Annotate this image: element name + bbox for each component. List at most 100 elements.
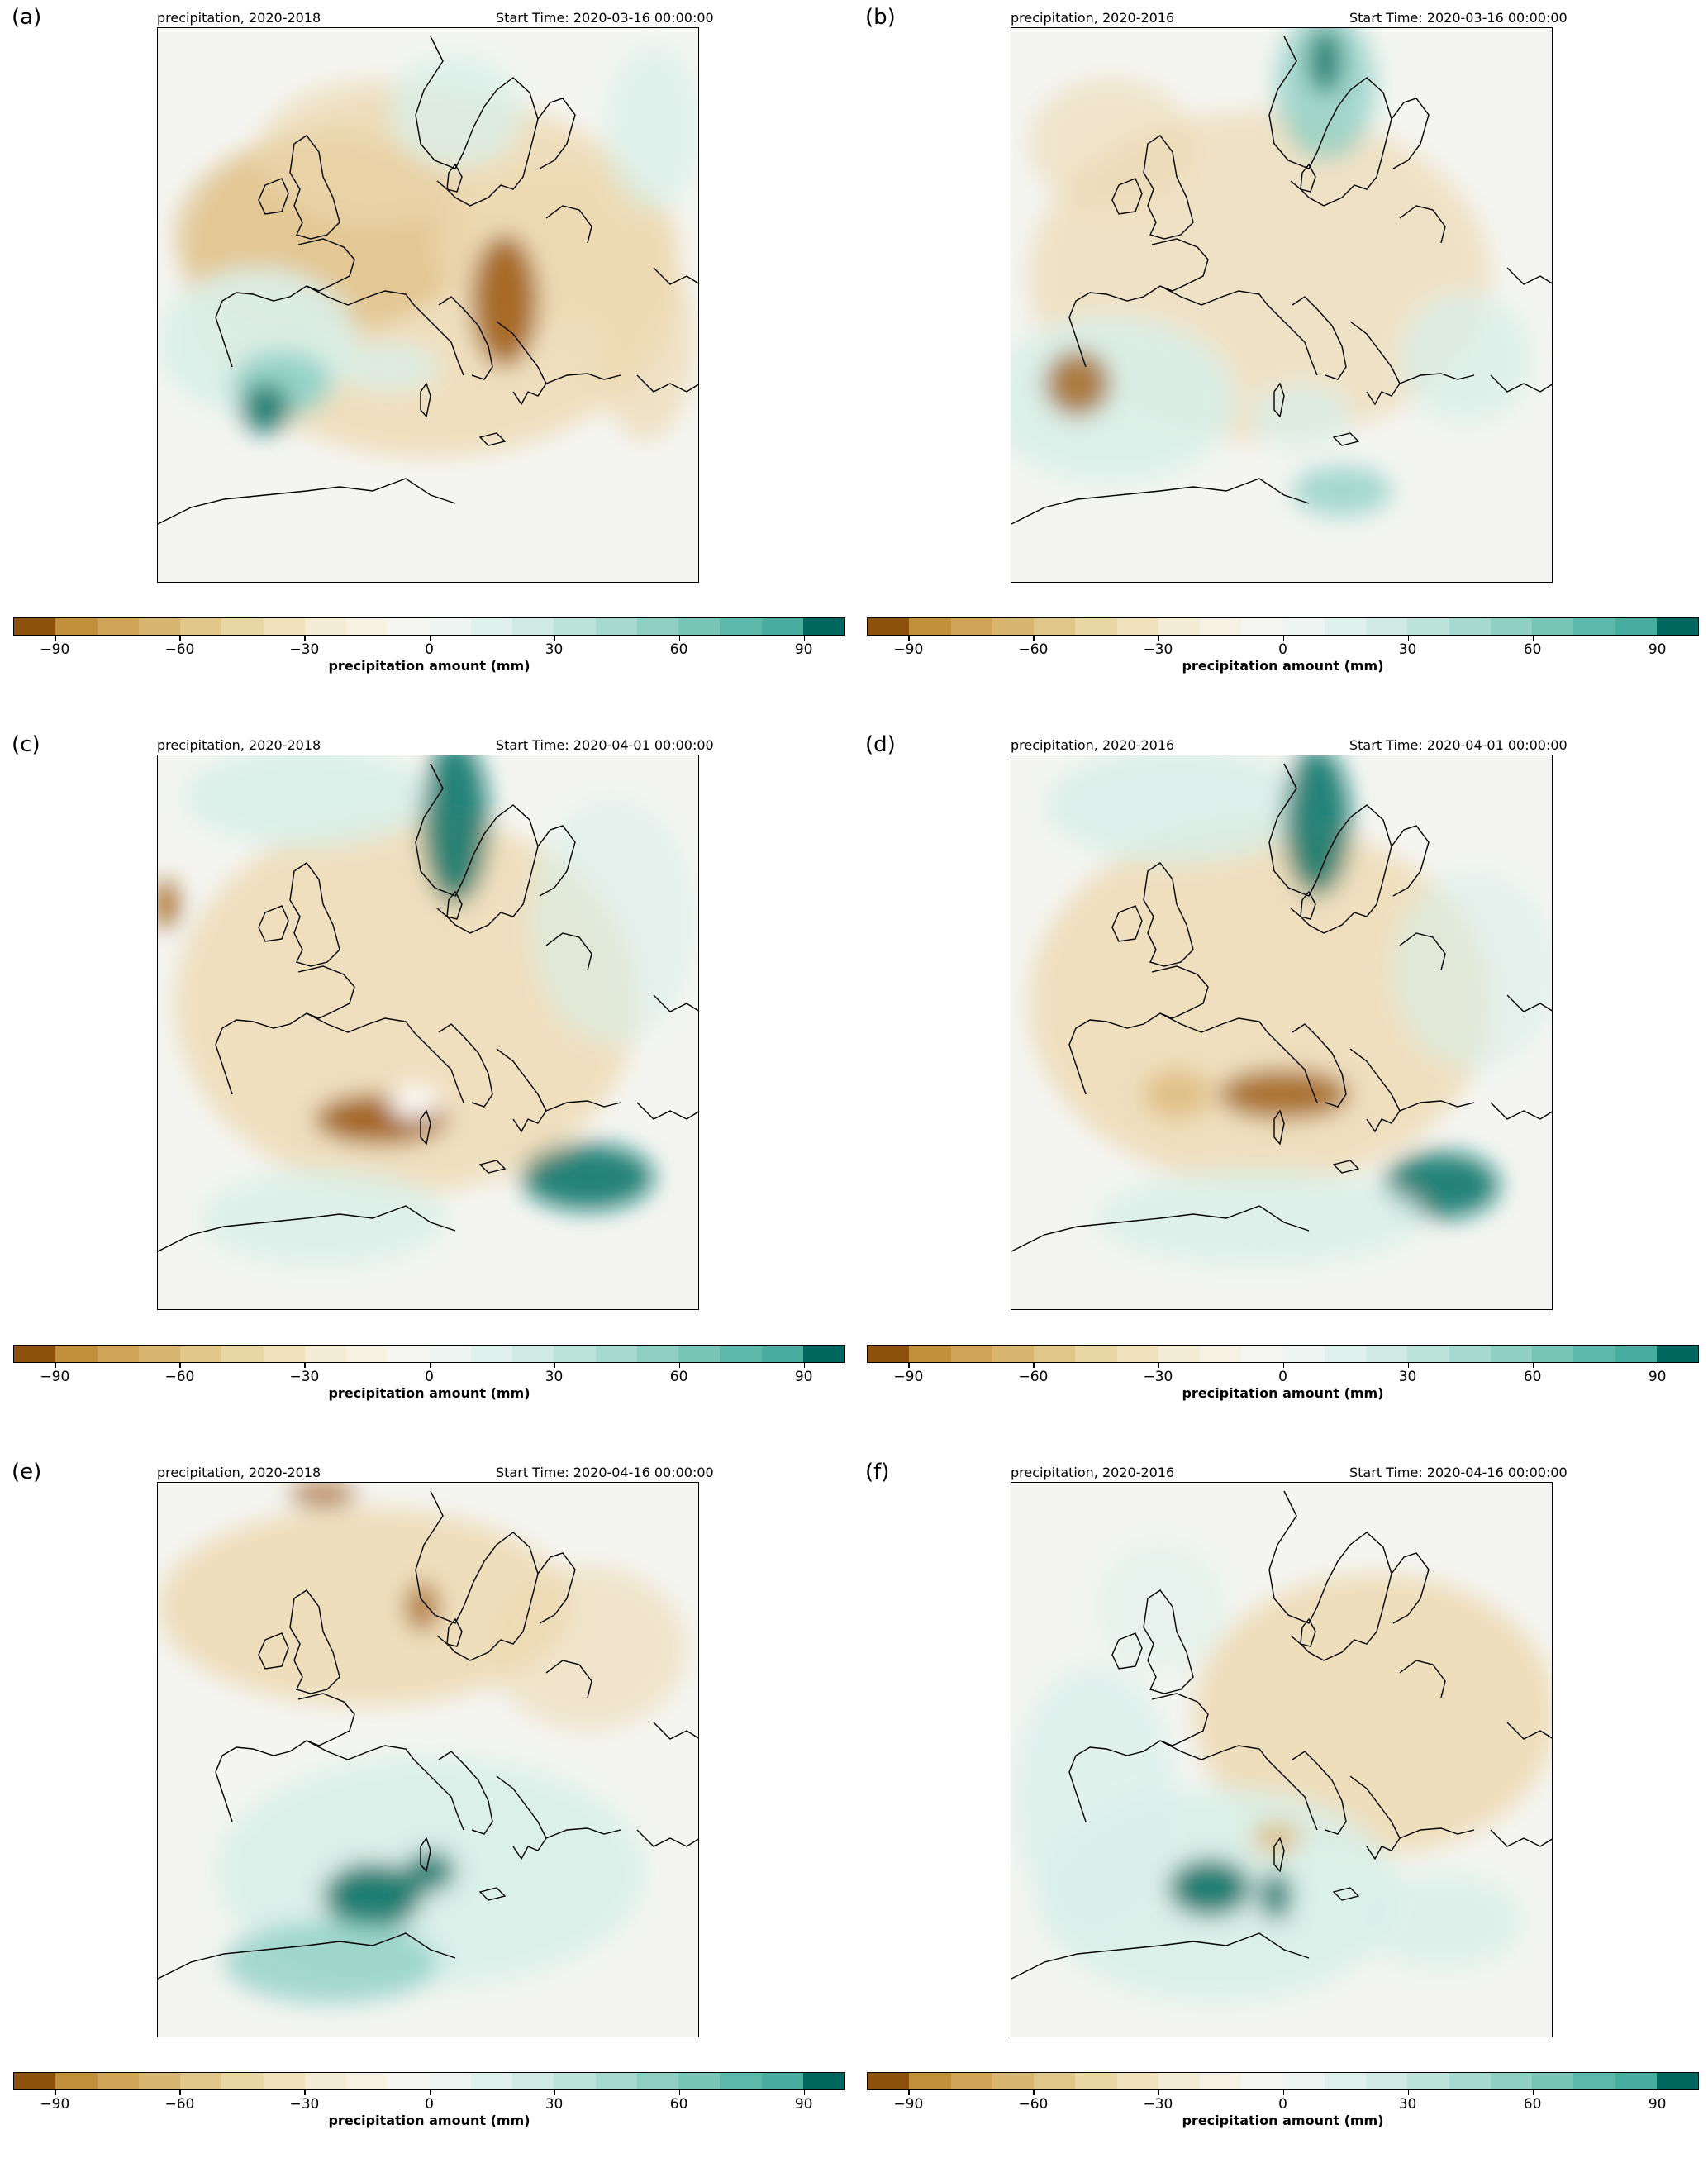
colorbar-tick-mark — [1033, 2090, 1035, 2095]
colorbar-segment — [388, 618, 430, 635]
anomaly-region — [1309, 28, 1342, 94]
colorbar-tick-label: 30 — [545, 1369, 564, 1385]
colorbar-tick-label: −60 — [1018, 2096, 1049, 2113]
colorbar-segment — [1615, 618, 1657, 635]
colorbar-ticks: −90 −60 −30 0 30 60 90 — [867, 1363, 1699, 1393]
map-variable-title: precipitation, 2020-2018 — [157, 1465, 321, 1480]
colorbar-segment — [761, 2073, 803, 2089]
coastline — [1506, 267, 1552, 285]
colorbar-tick-mark — [1282, 636, 1284, 641]
coastline — [1300, 163, 1316, 193]
colorbar-tick-mark — [678, 2090, 680, 2095]
coastline — [420, 1109, 431, 1146]
colorbar-tick-mark — [429, 2090, 431, 2095]
colorbar-tick-label: 0 — [425, 2096, 434, 2113]
colorbar-segment — [1532, 1346, 1574, 1362]
coastlines — [1011, 36, 1552, 525]
coastline — [297, 238, 355, 292]
colorbar-segment — [1075, 2073, 1117, 2089]
anomaly-regions — [1011, 1541, 1552, 2003]
coastline — [1399, 932, 1446, 971]
anomaly-regions — [1011, 28, 1532, 516]
colorbar-tick-label: 60 — [1523, 1369, 1542, 1385]
anomaly-region — [1284, 755, 1350, 896]
colorbar-segment — [55, 1346, 98, 1362]
anomaly-region — [406, 1582, 439, 1632]
coastline — [438, 296, 493, 380]
colorbar-tick-mark — [1532, 1363, 1534, 1368]
colorbar-tick-mark — [803, 1363, 805, 1368]
coastline — [1273, 1109, 1285, 1146]
coastline — [537, 1552, 576, 1624]
colorbar-tick-mark — [179, 1363, 181, 1368]
map-panel: (b) precipitation, 2020-2016 Start Time: 2… — [854, 0, 1707, 727]
colorbar-segment — [470, 2073, 512, 2089]
coastline — [1151, 238, 1209, 292]
colorbar-tick-mark — [908, 2090, 910, 2095]
colorbar-segment — [1532, 2073, 1574, 2089]
coastline — [289, 862, 340, 967]
colorbar-segment — [554, 1346, 596, 1362]
colorbar-tick-mark — [304, 1363, 306, 1368]
anomaly-field — [158, 1483, 698, 2003]
colorbar-tick-label: 0 — [1278, 2096, 1287, 2113]
anomaly-region — [1358, 1871, 1524, 1970]
colorbar — [13, 617, 845, 636]
coastline — [1273, 1837, 1285, 1873]
coastline — [297, 1693, 355, 1746]
coastline — [1490, 1102, 1552, 1120]
colorbar-segment — [470, 618, 512, 635]
anomaly-region — [1168, 1859, 1251, 1917]
coastline — [545, 1100, 621, 1112]
coastline — [1332, 1160, 1360, 1174]
coastline — [1268, 36, 1392, 207]
panel-letter: (e) — [12, 1460, 42, 1484]
colorbar-segment — [1034, 2073, 1076, 2089]
coastline — [1111, 905, 1143, 942]
coastline — [545, 1827, 621, 1839]
colorbar-ticks: −90 −60 −30 0 30 60 90 — [13, 1363, 845, 1393]
anomaly-regions — [158, 45, 698, 458]
colorbar-segment — [1116, 618, 1158, 635]
colorbar-tick-label: 60 — [1523, 2096, 1542, 2113]
coastline — [1391, 98, 1430, 169]
colorbar-segment — [512, 1346, 554, 1362]
colorbar-segment — [554, 2073, 596, 2089]
colorbar-tick-mark — [803, 636, 805, 641]
anomaly-region — [1094, 1169, 1425, 1268]
colorbar-tick-label: 0 — [1278, 1369, 1287, 1385]
anomaly-region — [521, 1144, 654, 1210]
colorbar-segment — [802, 618, 844, 635]
coastline — [158, 1932, 456, 1980]
colorbar-segment — [1449, 618, 1491, 635]
coastline — [1143, 862, 1194, 967]
colorbar-segment — [429, 1346, 471, 1362]
colorbar-segment — [304, 618, 346, 635]
colorbar-segment — [595, 2073, 637, 2089]
colorbar-segment — [802, 2073, 844, 2089]
colorbar-segment — [636, 1346, 678, 1362]
colorbar-tick-label: 90 — [794, 641, 813, 658]
colorbar-segment — [14, 2073, 56, 2089]
colorbar-tick-mark — [1532, 636, 1534, 641]
colorbar-segment — [1615, 2073, 1657, 2089]
map-panel: (c) precipitation, 2020-2018 Start Time: 2… — [0, 727, 854, 1455]
colorbar-tick-label: 60 — [669, 1369, 688, 1385]
coastline — [289, 135, 340, 240]
colorbar-segment — [1573, 618, 1615, 635]
colorbar-tick-mark — [1407, 636, 1409, 641]
colorbar-segment — [1324, 1346, 1366, 1362]
colorbar-tick-label: 90 — [794, 2096, 813, 2113]
colorbar-segment — [138, 618, 180, 635]
coastline — [415, 36, 539, 207]
colorbar-segment — [950, 2073, 992, 2089]
colorbar-segment — [868, 1346, 910, 1362]
colorbar-segment — [554, 618, 596, 635]
coastline — [1273, 382, 1285, 418]
map-variable-title: precipitation, 2020-2018 — [157, 10, 321, 26]
colorbar-tick-label: 90 — [794, 1369, 813, 1385]
colorbar-label: precipitation amount (mm) — [328, 658, 530, 674]
colorbar-tick-mark — [1033, 636, 1035, 641]
colorbar-segment — [1490, 2073, 1532, 2089]
colorbar-segment — [678, 1346, 721, 1362]
